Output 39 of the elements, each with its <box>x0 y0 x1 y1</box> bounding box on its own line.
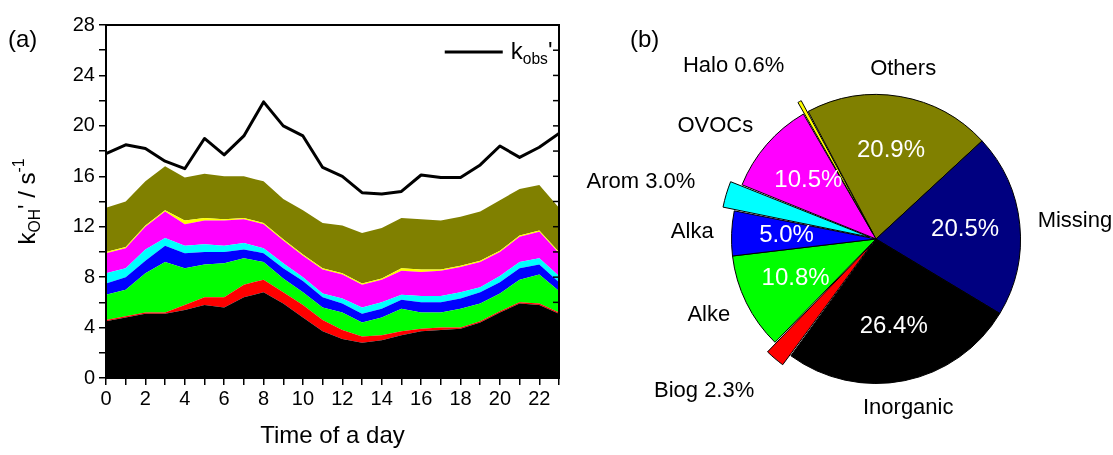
y-tick-label: 20 <box>72 113 95 136</box>
x-tick-label: 2 <box>139 386 151 409</box>
y-tick-label: 16 <box>72 163 95 186</box>
y-tick-label: 12 <box>72 214 95 237</box>
data-label: 10.8% <box>761 263 830 291</box>
slice-label: Alka <box>670 218 715 244</box>
slice-label: OVOCs <box>677 112 754 138</box>
slice-label: Arom 3.0% <box>586 168 696 194</box>
data-label: 26.4% <box>859 311 928 339</box>
x-tick-label: 20 <box>488 386 512 409</box>
x-tick-label: 0 <box>100 386 112 409</box>
x-tick-label: 22 <box>528 386 551 409</box>
x-tick-label: 4 <box>179 386 191 409</box>
x-tick-label: 10 <box>291 386 315 409</box>
y-tick-label: 4 <box>83 315 95 338</box>
slice-label: Halo 0.6% <box>682 51 785 77</box>
chart-title: (a) <box>8 24 38 52</box>
x-axis-title: Time of a day <box>260 421 405 449</box>
x-tick-label: 16 <box>410 386 433 409</box>
chart-title: (b) <box>630 24 660 52</box>
slice-label: Others <box>870 54 937 80</box>
x-tick-label: 12 <box>331 386 354 409</box>
y-tick-label: 8 <box>83 264 95 287</box>
x-tick-label: 18 <box>449 386 472 409</box>
data-label: 20.5% <box>931 214 1000 242</box>
slice-label: Alke <box>687 301 731 327</box>
slice-label: Missing <box>1037 207 1113 233</box>
x-tick-label: 8 <box>258 386 270 409</box>
x-tick-label: 14 <box>370 386 393 409</box>
y-tick-label: 28 <box>72 12 95 35</box>
data-label: 10.5% <box>774 164 843 192</box>
y-tick-label: 0 <box>83 365 95 388</box>
slice-label: Biog 2.3% <box>653 376 755 402</box>
y-tick-label: 24 <box>72 62 95 85</box>
y-axis-title: kOH' / s-1 <box>9 158 43 245</box>
slice-label: Inorganic <box>862 394 954 420</box>
data-label: 5.0% <box>759 220 814 248</box>
x-tick-label: 6 <box>218 386 230 409</box>
data-label: 20.9% <box>856 135 926 163</box>
